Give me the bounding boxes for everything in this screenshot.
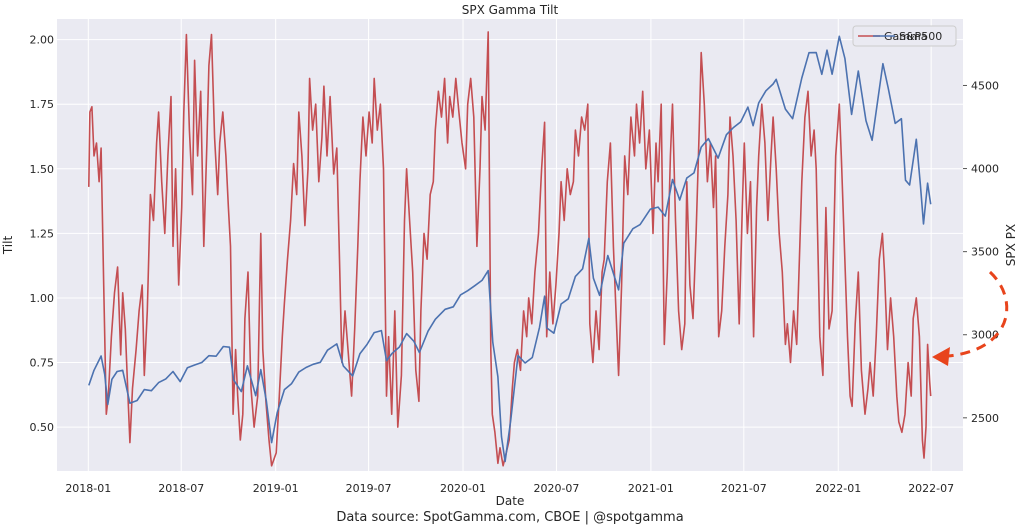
x-tick-label: 2019-01 xyxy=(253,482,299,495)
annotation-arrow xyxy=(932,270,1009,366)
y-left-tick-label: 0.50 xyxy=(30,421,55,434)
x-tick-label: 2019-07 xyxy=(346,482,392,495)
x-tick-label: 2021-07 xyxy=(721,482,767,495)
y-right-tick-label: 3500 xyxy=(971,246,999,259)
x-tick-label: 2022-01 xyxy=(815,482,861,495)
x-axis-label: Date xyxy=(496,494,525,508)
source-caption: Data source: SpotGamma.com, CBOE | @spot… xyxy=(336,510,683,525)
y-left-tick-label: 1.50 xyxy=(30,163,55,176)
x-tick-label: 2021-01 xyxy=(628,482,674,495)
legend: Gamma S&P500 xyxy=(852,25,957,47)
legend-box xyxy=(852,25,957,47)
y-right-tick-label: 4500 xyxy=(971,79,999,92)
y-right-tick-label: 2500 xyxy=(971,412,999,425)
x-tick-label: 2020-07 xyxy=(533,482,579,495)
x-axis-ticks: 2018-01 2018-07 2019-01 2019-07 2020-01 2020-… xyxy=(65,482,954,495)
legend-sp500-label: S&P500 xyxy=(899,30,942,43)
sp500-series xyxy=(88,35,932,463)
y-left-tick-label: 2.00 xyxy=(30,34,55,47)
y-right-axis-label: SPX PX xyxy=(1004,224,1018,266)
y-left-axis-label: Tilt xyxy=(1,236,15,256)
y-left-tick-label: 0.75 xyxy=(30,357,55,370)
chart-title: SPX Gamma Tilt xyxy=(462,3,559,17)
x-tick-label: 2018-07 xyxy=(158,482,204,495)
annotation-arrow-head xyxy=(932,347,950,366)
y-left-tick-label: 1.75 xyxy=(30,98,55,111)
annotation-arrow-path xyxy=(947,270,1009,358)
x-tick-label: 2020-01 xyxy=(440,482,486,495)
y-left-tick-label: 1.00 xyxy=(30,292,55,305)
y-right-tick-label: 4000 xyxy=(971,163,999,176)
y-left-axis-ticks: 0.50 0.75 1.00 1.25 1.50 1.75 2.00 xyxy=(30,34,55,434)
y-left-tick-label: 1.25 xyxy=(30,227,55,240)
x-tick-label: 2018-01 xyxy=(65,482,111,495)
legend-gamma-label: Gamma xyxy=(884,30,927,43)
x-tick-label: 2022-07 xyxy=(908,482,954,495)
sp500-line xyxy=(88,35,932,463)
